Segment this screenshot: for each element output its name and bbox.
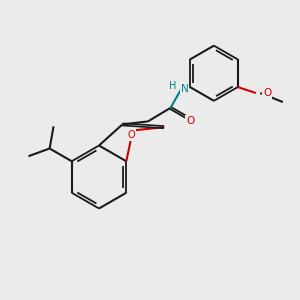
Text: O: O [186, 116, 194, 126]
Text: H: H [169, 81, 176, 91]
Text: O: O [263, 88, 271, 98]
Text: O: O [128, 130, 135, 140]
Text: N: N [181, 84, 188, 94]
